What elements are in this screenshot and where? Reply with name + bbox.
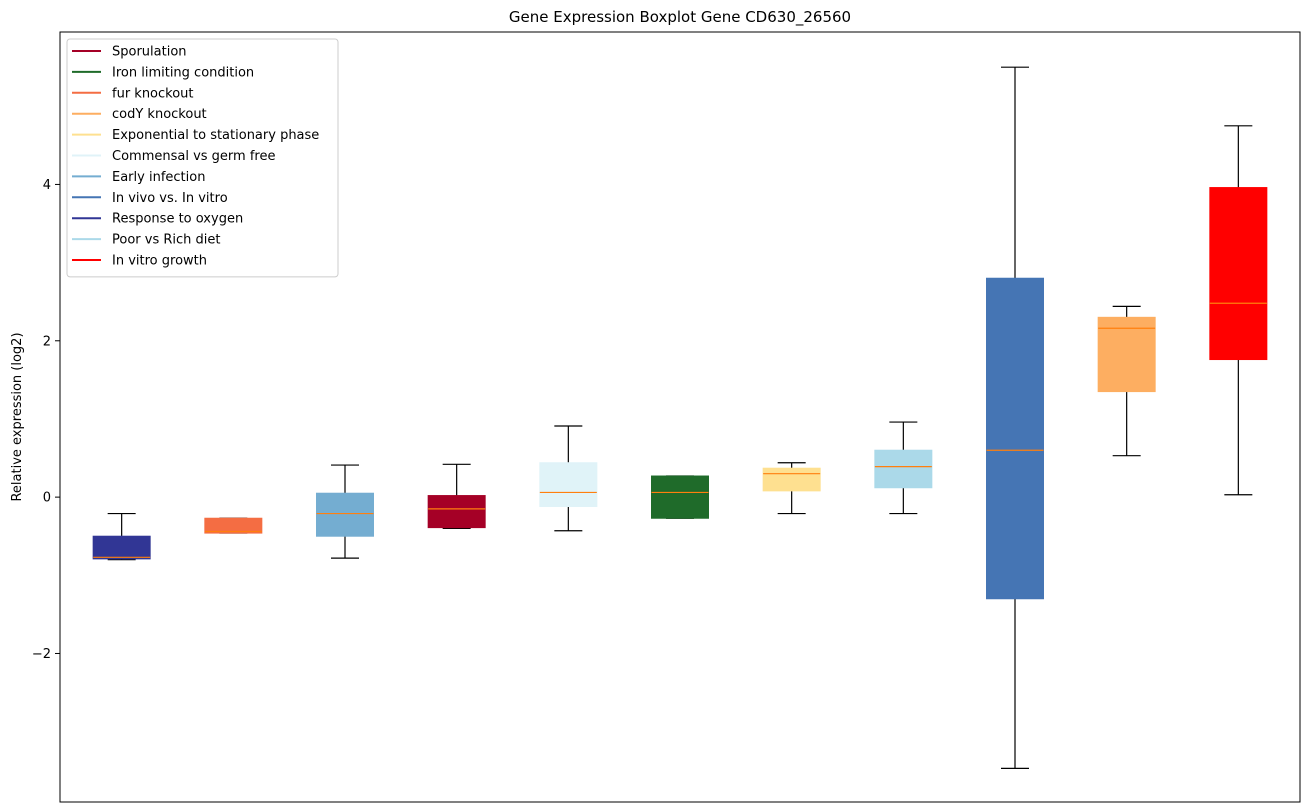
y-tick-label: −2 — [32, 647, 51, 662]
box-body — [1097, 316, 1156, 393]
y-axis-label: Relative expression (log2) — [10, 332, 25, 501]
legend-label: Sporulation — [112, 45, 187, 60]
legend-label: Iron limiting condition — [112, 65, 254, 80]
box-poor-vs-rich-diet — [874, 421, 933, 515]
box-response-to-oxygen — [92, 512, 151, 561]
legend-entry: In vivo vs. In vitro — [72, 191, 228, 206]
legend-frame — [66, 38, 339, 278]
legend: Sporulation Iron limiting condition fur kn… — [66, 38, 339, 278]
box-sporulation — [427, 463, 486, 529]
legend-label: Commensal vs germ free — [112, 149, 275, 164]
legend-label: In vivo vs. In vitro — [112, 191, 228, 206]
legend-label: Response to oxygen — [112, 212, 243, 227]
box-body — [427, 495, 486, 529]
legend-entry: Exponential to stationary phase — [72, 128, 319, 143]
box-commensal-vs-germ-free — [539, 425, 598, 532]
legend-entry: Sporulation — [72, 45, 187, 60]
box-body — [651, 475, 709, 519]
legend-entry: codY knockout — [72, 107, 207, 122]
plot-frame — [59, 31, 1301, 803]
legend-entry: Commensal vs germ free — [72, 149, 275, 164]
box-body — [92, 535, 151, 560]
legend-entry: Response to oxygen — [72, 212, 243, 227]
box-body — [874, 449, 933, 489]
legend-label: codY knockout — [112, 107, 207, 122]
box-exponential-to-stationary-phase — [762, 462, 821, 515]
legend-entry: Poor vs Rich diet — [72, 233, 220, 248]
box-iron-limiting-condition — [651, 475, 709, 519]
box-body — [762, 467, 821, 492]
box-early-infection — [315, 464, 374, 559]
box-body — [539, 462, 598, 508]
box-body — [1209, 187, 1268, 361]
y-axis-ticks: −2 0 2 4 — [32, 178, 60, 662]
legend-label: Early infection — [112, 170, 205, 185]
legend-entry: Iron limiting condition — [72, 65, 254, 80]
y-tick-label: 4 — [43, 178, 51, 193]
legend-label: fur knockout — [112, 86, 194, 101]
box-in-vivo-vs-in-vitro — [986, 66, 1045, 769]
box-body — [204, 517, 263, 534]
box-in-vitro-growth — [1209, 125, 1268, 496]
y-tick-label: 0 — [43, 491, 51, 506]
box-fur-knockout — [204, 517, 263, 534]
legend-label: In vitro growth — [112, 254, 207, 269]
box-cody-knockout — [1097, 305, 1156, 457]
legend-entry: In vitro growth — [72, 254, 207, 269]
y-tick-label: 2 — [43, 334, 51, 349]
legend-entry: fur knockout — [72, 86, 194, 101]
chart-title: Gene Expression Boxplot Gene CD630_26560 — [509, 8, 851, 27]
box-body — [315, 492, 374, 537]
legend-label: Exponential to stationary phase — [112, 128, 319, 143]
legend-label: Poor vs Rich diet — [112, 233, 220, 248]
legend-entry: Early infection — [72, 170, 205, 185]
boxes-group — [92, 66, 1268, 769]
box-body — [986, 277, 1045, 600]
